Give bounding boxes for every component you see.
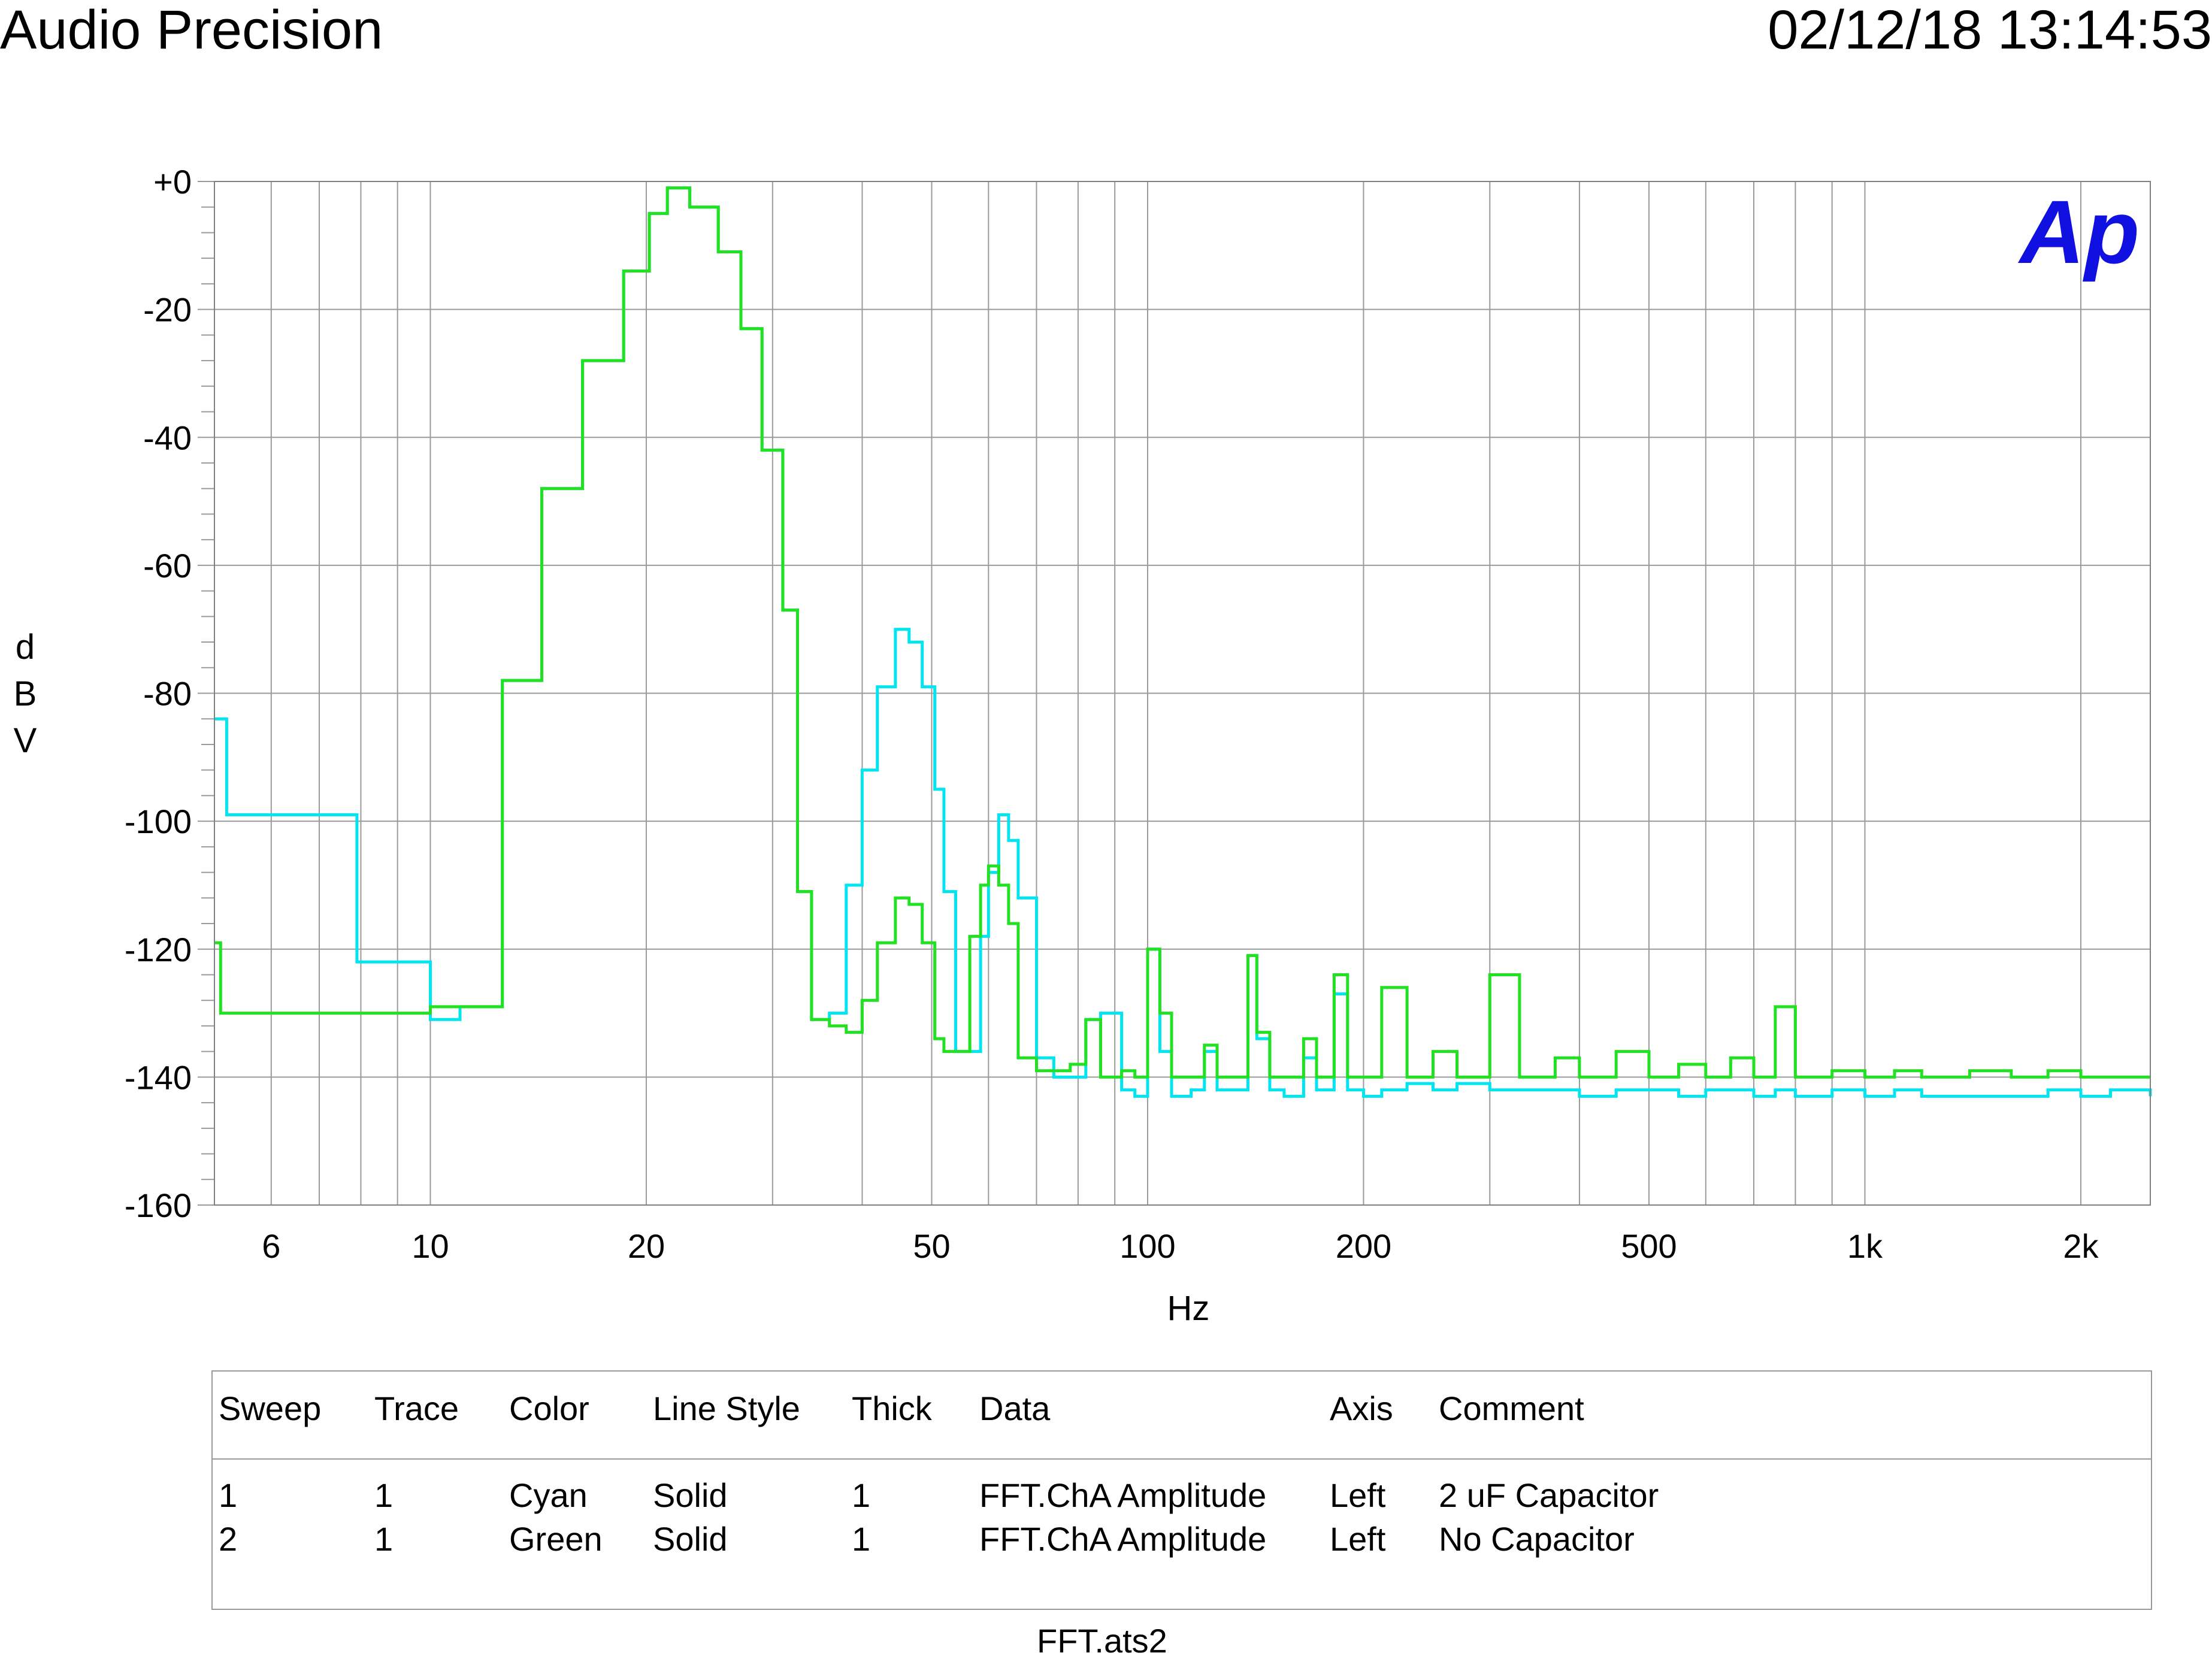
- x-tick-label: 10: [411, 1227, 449, 1265]
- y-axis-label-char: V: [14, 721, 37, 760]
- legend-cell-thick: 1: [852, 1476, 871, 1514]
- y-tick-label: -20: [143, 291, 192, 329]
- legend-cell-line-style: Solid: [653, 1520, 728, 1558]
- series-line: [214, 186, 2152, 1098]
- legend-cell-color: Cyan: [509, 1476, 588, 1514]
- legend-cell-sweep: 2: [219, 1520, 238, 1558]
- legend-table: Sweep Trace Color Line Style Thick Data Axis Co…: [211, 1370, 2152, 1610]
- fft-chart: +0 -20 -40 -60 -80 -100 -120 -140 -160 6 10 20 50 100…: [14, 163, 2152, 1328]
- x-tick-label: 50: [913, 1227, 950, 1265]
- legend-cell-trace: 1: [374, 1520, 394, 1558]
- y-tick-label: +0: [153, 163, 192, 201]
- x-tick-label: 20: [628, 1227, 665, 1265]
- y-tick-label: -60: [143, 547, 192, 585]
- y-axis-label-char: B: [14, 674, 37, 713]
- plot-frame: [214, 181, 2151, 1206]
- y-tick-label: -160: [125, 1186, 192, 1224]
- legend-cell-data: FFT.ChA Amplitude: [979, 1476, 1267, 1514]
- legend-header-color: Color: [509, 1390, 589, 1427]
- y-tick-label: -100: [125, 803, 192, 840]
- legend-cell-color: Green: [509, 1520, 603, 1558]
- legend-header-comment: Comment: [1439, 1390, 1584, 1427]
- chart-grid: [214, 181, 2150, 1205]
- legend-cell-thick: 1: [852, 1520, 871, 1558]
- app-title: Audio Precision: [0, 0, 383, 60]
- legend-cell-axis: Left: [1330, 1520, 1386, 1558]
- legend-divider: [213, 1458, 2151, 1460]
- legend-cell-sweep: 1: [219, 1476, 238, 1514]
- legend-header-thick: Thick: [852, 1390, 932, 1427]
- x-tick-label: 500: [1621, 1227, 1677, 1265]
- legend-cell-data: FFT.ChA Amplitude: [979, 1520, 1267, 1558]
- ap-logo: Ap: [2017, 181, 2140, 282]
- legend-header-data: Data: [979, 1390, 1051, 1427]
- y-tick-label: -120: [125, 931, 192, 968]
- legend-cell-axis: Left: [1330, 1476, 1386, 1514]
- x-tick-label: 200: [1336, 1227, 1391, 1265]
- legend-header-axis: Axis: [1330, 1390, 1393, 1427]
- chart-series: [214, 186, 2152, 1098]
- x-tick-label: 2k: [2063, 1227, 2099, 1265]
- legend-cell-comment: 2 uF Capacitor: [1439, 1476, 1659, 1514]
- timestamp: 02/12/18 13:14:53: [1768, 0, 2212, 60]
- legend-cell-trace: 1: [374, 1476, 394, 1514]
- x-tick-label: 100: [1119, 1227, 1175, 1265]
- legend-header-sweep: Sweep: [219, 1390, 322, 1427]
- file-name: FFT.ats2: [1037, 1622, 1167, 1660]
- x-axis-label: Hz: [1167, 1289, 1210, 1328]
- chart-labels: +0 -20 -40 -60 -80 -100 -120 -140 -160 6 10 20 50 100…: [125, 163, 2099, 1265]
- legend-header-line-style: Line Style: [653, 1390, 800, 1427]
- y-axis-label-char: d: [16, 628, 35, 667]
- series-line: [214, 186, 2150, 1079]
- y-tick-label: -80: [143, 675, 192, 713]
- y-tick-label: -140: [125, 1058, 192, 1096]
- x-tick-label: 1k: [1847, 1227, 1883, 1265]
- x-tick-label: 6: [262, 1227, 280, 1265]
- legend-header-trace: Trace: [374, 1390, 459, 1427]
- legend-cell-comment: No Capacitor: [1439, 1520, 1635, 1558]
- y-tick-label: -40: [143, 419, 192, 456]
- chart-ticks: [198, 181, 214, 1206]
- legend-cell-line-style: Solid: [653, 1476, 728, 1514]
